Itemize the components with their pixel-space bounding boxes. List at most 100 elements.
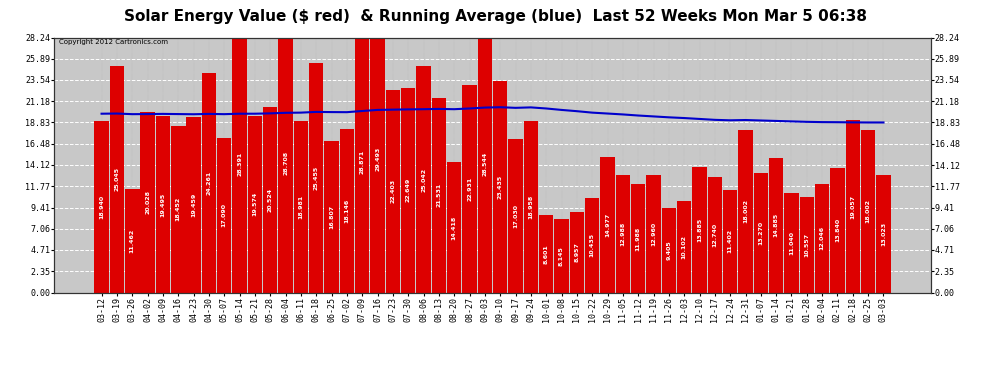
Bar xyxy=(508,139,523,292)
Text: 22.649: 22.649 xyxy=(406,178,411,203)
Bar xyxy=(800,197,814,292)
Text: 28.391: 28.391 xyxy=(237,152,242,177)
Bar xyxy=(845,120,860,292)
Text: 22.403: 22.403 xyxy=(390,179,395,203)
Text: 25.455: 25.455 xyxy=(314,165,319,190)
Bar xyxy=(325,141,339,292)
Bar xyxy=(784,193,799,292)
Text: 11.040: 11.040 xyxy=(789,231,794,255)
Bar xyxy=(477,35,492,292)
Bar xyxy=(462,86,477,292)
Bar xyxy=(94,122,109,292)
Text: 24.261: 24.261 xyxy=(206,171,212,195)
Bar xyxy=(708,177,722,292)
Text: 19.459: 19.459 xyxy=(191,192,196,217)
Text: 16.807: 16.807 xyxy=(329,204,334,229)
Text: 25.045: 25.045 xyxy=(115,167,120,192)
Bar xyxy=(263,107,277,292)
Bar xyxy=(385,90,400,292)
Bar xyxy=(692,167,707,292)
Bar xyxy=(248,116,262,292)
Bar xyxy=(569,211,584,292)
Text: Copyright 2012 Cartronics.com: Copyright 2012 Cartronics.com xyxy=(58,39,168,45)
Text: 8.601: 8.601 xyxy=(544,244,548,264)
Text: 20.028: 20.028 xyxy=(146,190,150,214)
Text: 25.042: 25.042 xyxy=(421,167,426,192)
Bar xyxy=(646,176,660,292)
Bar xyxy=(876,175,891,292)
Text: 10.102: 10.102 xyxy=(682,235,687,259)
Bar xyxy=(677,201,691,292)
Bar xyxy=(370,26,385,292)
Text: 22.931: 22.931 xyxy=(467,177,472,201)
Bar xyxy=(401,88,416,292)
Text: 11.988: 11.988 xyxy=(636,226,641,251)
Text: 20.524: 20.524 xyxy=(267,188,272,212)
Bar xyxy=(278,33,293,292)
Text: 17.030: 17.030 xyxy=(513,204,518,228)
Bar xyxy=(631,184,645,292)
Bar xyxy=(723,189,738,292)
Bar xyxy=(831,168,844,292)
Text: 17.090: 17.090 xyxy=(222,203,227,227)
Bar xyxy=(110,66,124,292)
Bar xyxy=(355,32,369,292)
Text: 10.557: 10.557 xyxy=(804,233,810,257)
Text: 14.418: 14.418 xyxy=(451,215,456,240)
Bar xyxy=(294,121,308,292)
Bar xyxy=(524,122,539,292)
Text: 8.145: 8.145 xyxy=(559,246,564,266)
Text: 12.988: 12.988 xyxy=(621,222,626,246)
Bar xyxy=(217,138,232,292)
Text: 21.531: 21.531 xyxy=(437,183,442,207)
Text: 28.708: 28.708 xyxy=(283,151,288,175)
Text: 13.840: 13.840 xyxy=(835,218,840,242)
Bar xyxy=(446,162,461,292)
Bar xyxy=(861,130,875,292)
Bar xyxy=(233,36,247,292)
Bar xyxy=(202,74,216,292)
Bar xyxy=(340,129,354,292)
Text: 9.405: 9.405 xyxy=(666,240,671,260)
Text: 11.462: 11.462 xyxy=(130,229,135,253)
Bar xyxy=(661,208,676,292)
Bar xyxy=(171,126,185,292)
Text: 18.981: 18.981 xyxy=(298,195,303,219)
Bar xyxy=(155,117,170,292)
Bar xyxy=(585,198,600,292)
Text: 8.957: 8.957 xyxy=(574,242,579,262)
Text: 18.146: 18.146 xyxy=(345,198,349,223)
Text: 14.977: 14.977 xyxy=(605,213,610,237)
Text: 10.435: 10.435 xyxy=(590,233,595,258)
Bar xyxy=(493,81,508,292)
Bar xyxy=(616,175,630,292)
Text: 18.940: 18.940 xyxy=(99,195,104,219)
Text: 18.958: 18.958 xyxy=(529,195,534,219)
Bar xyxy=(739,130,752,292)
Bar xyxy=(141,112,154,292)
Text: 12.046: 12.046 xyxy=(820,226,825,250)
Text: 19.057: 19.057 xyxy=(850,194,855,219)
Text: 12.960: 12.960 xyxy=(651,222,656,246)
Text: 19.574: 19.574 xyxy=(252,192,257,216)
Bar xyxy=(186,117,201,292)
Text: 11.402: 11.402 xyxy=(728,229,733,253)
Text: 28.544: 28.544 xyxy=(482,152,487,176)
Text: 12.740: 12.740 xyxy=(713,223,718,247)
Text: 14.885: 14.885 xyxy=(773,213,779,237)
Text: 28.871: 28.871 xyxy=(359,150,364,174)
Text: 23.435: 23.435 xyxy=(498,175,503,199)
Bar xyxy=(416,66,431,292)
Bar xyxy=(600,157,615,292)
Bar xyxy=(125,189,140,292)
Text: Solar Energy Value ($ red)  & Running Average (blue)  Last 52 Weeks Mon Mar 5 06: Solar Energy Value ($ red) & Running Ave… xyxy=(124,9,866,24)
Bar xyxy=(309,63,324,292)
Text: 18.002: 18.002 xyxy=(865,199,870,223)
Text: 19.495: 19.495 xyxy=(160,192,165,217)
Text: 13.023: 13.023 xyxy=(881,222,886,246)
Bar xyxy=(815,184,830,292)
Bar xyxy=(753,172,768,292)
Bar xyxy=(769,158,783,292)
Text: 13.885: 13.885 xyxy=(697,217,702,242)
Text: 18.002: 18.002 xyxy=(743,199,748,223)
